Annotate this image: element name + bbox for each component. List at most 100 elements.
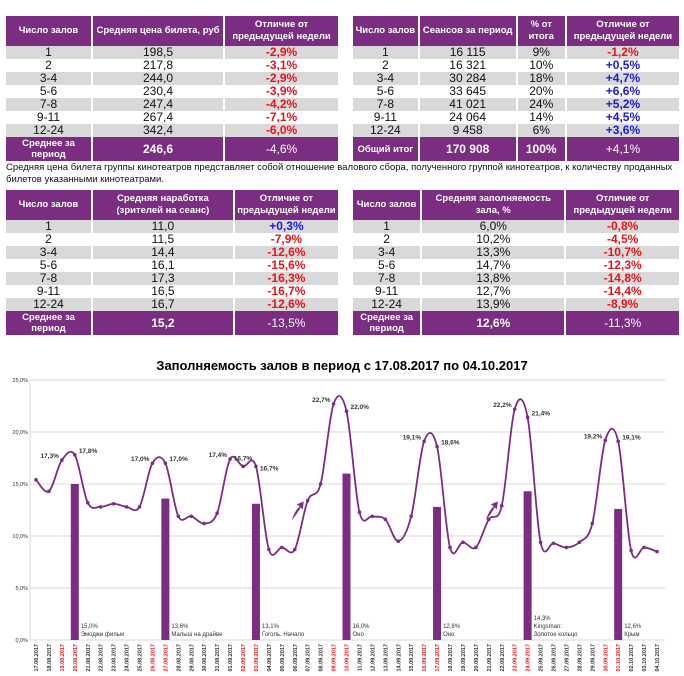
column-header: Число залов [353,190,421,220]
total-cell: 12,6% [422,311,565,335]
point-23.09.2017 [512,407,517,411]
x-tick-label: 23.09.2017 [513,644,519,672]
table-row: 9-11 267,4 -7,1% [6,111,338,124]
table-cell: 10,2% [476,232,511,246]
bar-film-label: Эмоджи фильм [81,632,124,638]
bar-24.09.2017 [523,491,532,640]
x-tick-label: 16.09.2017 [422,644,428,672]
bar-film-label: Золотое кольцо [534,632,579,638]
x-tick-label: 31.08.2017 [215,644,221,672]
table-cell: +0,5% [605,58,641,72]
up-arrow-icon [485,501,498,521]
table-cell: 1 [353,46,418,59]
point-16.09.2017 [422,439,426,444]
point-26.08.2017 [150,461,155,465]
point-17.09.2017 [435,444,439,449]
table-cell: 12,7% [476,284,511,298]
x-tick-label: 06.09.2017 [293,644,299,672]
header-row: Число залов Средняя наработка (зрителей н… [6,190,338,220]
table-cell: 2 [382,58,389,72]
column-header: Отличие от предыдущей недели [566,16,679,46]
point-29.09.2017 [590,521,595,526]
table-cell: 1 [353,220,421,233]
table-cell: 3-4 [353,246,421,259]
table-cell: -15,6% [267,258,306,272]
column-header: Число залов [6,16,91,46]
x-tick-label: 19.08.2017 [60,644,66,672]
x-tick-label: 01.09.2017 [228,644,234,672]
table-cell: 5-6 [376,84,395,98]
table-cell: 9-11 [36,284,61,298]
y-tick-label: 5,0% [15,586,28,592]
bar-20.08.2017 [70,484,79,640]
table-cell: 11,5 [151,232,175,246]
point-12.09.2017 [370,514,375,519]
table-cell: -7,9% [270,232,303,246]
table-cell: +6,6% [605,84,641,98]
x-tick-label: 09.09.2017 [332,644,338,672]
point-17.08.2017 [34,478,38,482]
point-25.08.2017 [137,505,142,509]
bar-27.08.2017 [161,498,170,640]
total-cell: -11,3% [566,311,679,335]
table-cell: 3-4 [6,72,91,85]
point-24.08.2017 [124,505,129,509]
line-data-label: 19,2% [584,433,603,440]
x-tick-label: 27.09.2017 [564,644,570,672]
x-tick-label: 28.08.2017 [176,644,182,672]
x-tick-label: 30.09.2017 [603,644,609,672]
table-cell: +4,7% [566,72,679,85]
bar-value-label: 12,6% [624,624,642,630]
table-row: 3-4 30 284 18% +4,7% [353,72,679,85]
point-02.09.2017 [241,464,245,469]
x-tick-label: 02.09.2017 [241,644,247,672]
table-cell: -3,1% [265,58,298,72]
table-cell: 12-24 [353,124,418,137]
table-row: 7-8 41 021 24% +5,2% [353,98,679,111]
table-cell: 1 [6,46,91,59]
x-tick-label: 07.09.2017 [306,644,312,672]
point-30.08.2017 [202,521,206,526]
table-cell: 12-24 [6,298,91,311]
up-arrow-icon [291,501,304,521]
table-row: 5-6 230,4 -3,9% [6,85,338,98]
table-cell: -6,0% [225,124,338,137]
x-tick-label: 24.09.2017 [526,644,532,672]
audience-per-session-table: Число залов Средняя наработка (зрителей н… [4,190,340,335]
table-cell: 41 021 [419,98,516,111]
table-cell: -7,1% [265,110,298,124]
x-tick-label: 17.08.2017 [34,644,40,672]
point-10.09.2017 [344,409,349,413]
bar-value-label: 12,8% [443,624,461,630]
point-21.09.2017 [487,517,491,522]
table-row: 12-24 16,7 -12,6% [6,298,338,311]
x-tick-label: 19.09.2017 [461,644,467,672]
x-tick-label: 29.08.2017 [189,644,195,672]
table-row: 2 11,5 -7,9% [6,233,338,246]
table-cell: 16 115 [419,46,516,59]
point-03.10.2017 [642,545,646,550]
table-cell: 2 [45,232,52,246]
table-cell: 16 321 [449,58,486,72]
sessions-table: Число залов Сеансов за период% от итога От… [351,16,681,161]
x-tick-label: 25.09.2017 [539,644,545,672]
table-row: 12-24 342,4 -6,0% [6,124,338,137]
table-row: 2 217,8 -3,1% [6,59,338,72]
bar-17.09.2017 [433,506,442,640]
x-tick-label: 28.09.2017 [577,644,583,672]
x-tick-label: 18.08.2017 [47,644,53,672]
x-tick-label: 21.09.2017 [487,644,493,672]
table-cell: 7-8 [6,98,91,111]
point-31.08.2017 [215,511,219,515]
point-08.09.2017 [318,482,323,486]
total-row: Среднее за период 246,6 -4,6% [6,137,338,161]
table-row: 3-4 14,4 -12,6% [6,246,338,259]
x-tick-label: 29.09.2017 [590,644,596,672]
table-cell: -14,8% [566,272,679,285]
table-cell: 198,5 [92,46,224,59]
point-11.09.2017 [357,510,362,514]
table-cell: 14% [529,110,554,124]
bar-film-label: Гоголь. Начало [262,632,305,638]
bar-01.10.2017 [614,508,623,640]
point-19.08.2017 [60,458,64,462]
